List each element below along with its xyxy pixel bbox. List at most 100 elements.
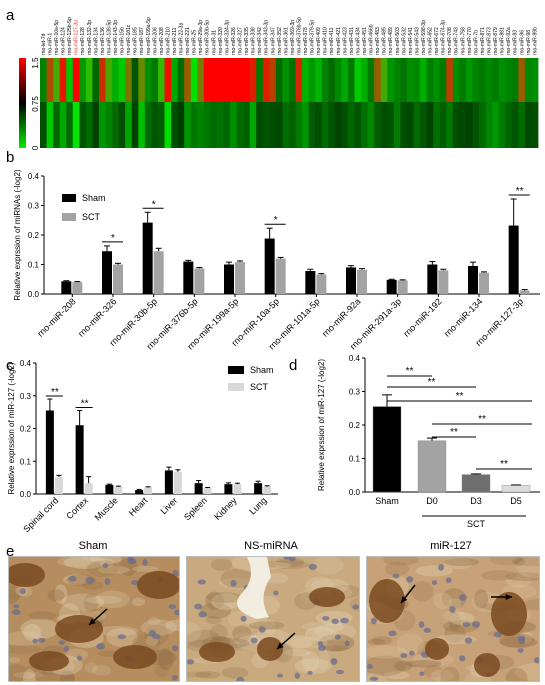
nucleus (400, 652, 408, 659)
heatmap-cell (105, 58, 113, 102)
heatmap-mirna-label: rno-miR-138-5p (106, 20, 112, 55)
heatmap-cell (46, 58, 54, 102)
panel-letters: a b c d e (6, 7, 297, 560)
heatmap-cell (190, 102, 198, 148)
x-tick-label: D0 (426, 496, 438, 506)
tissue-texture (499, 636, 538, 648)
nucleus (334, 634, 341, 640)
heatmap-cell (223, 58, 231, 102)
heatmap-mirna-label: rno-miR-96 (519, 30, 525, 55)
heatmap-mirna-label: rno-miR-758 (460, 27, 466, 55)
heatmap-mirna-label: rno-miR-99b (532, 27, 538, 55)
heatmap-cell (465, 58, 473, 102)
group-label: SCT (467, 519, 486, 529)
heatmap-cell (367, 58, 375, 102)
tissue-texture (225, 643, 265, 651)
y-tick-label: 0.2 (20, 425, 32, 434)
arrow-icon (505, 593, 512, 601)
heatmap-mirna-label: rno-miR-29a-3p (198, 20, 204, 55)
heatmap-mirna-label: rno-miR-1 (47, 33, 53, 55)
x-tick-label: rno-miR-92a (320, 296, 362, 338)
bar-sham (224, 264, 234, 294)
heatmap-cell (406, 58, 414, 102)
heatmap-cell (374, 102, 382, 148)
tissue-texture (512, 557, 526, 566)
heatmap-mirna-label: rno-miR-343-3p (264, 20, 270, 55)
heatmap-cell (177, 58, 185, 102)
tissue-texture (367, 655, 406, 677)
tissue-texture (301, 621, 345, 633)
heatmap-cell (40, 58, 47, 102)
heatmap-cell (341, 58, 349, 102)
heatmap-mirna-label: rno-miR-125b-5p (67, 17, 73, 55)
heatmap-cell (328, 58, 336, 102)
heatmap-cell (433, 102, 441, 148)
tissue-texture (97, 625, 139, 637)
heatmap-cell (203, 58, 211, 102)
tissue-texture (304, 626, 337, 642)
nucleus (194, 603, 203, 610)
nucleus (283, 557, 293, 560)
x-tick-label: Muscle (93, 495, 120, 522)
heatmap-mirna-label: rno-miR-352 (277, 27, 283, 55)
heatmap-cell (465, 102, 473, 148)
x-tick-label: Cortex (64, 495, 90, 521)
bar-d5 (501, 485, 531, 493)
heatmap-mirna-label: rno-miR-543 (414, 27, 420, 55)
heatmap-mirna-label: rno-miR-879 (493, 27, 499, 55)
heatmap-cell (295, 102, 303, 148)
comparison-label: ** (428, 377, 436, 388)
heatmap-mirna-label: rno-miR-376b-5p (296, 17, 302, 55)
heatmap-cell (452, 58, 460, 102)
y-tick-label: 0.1 (20, 457, 32, 466)
bar-sham (194, 483, 203, 494)
tissue-texture (294, 658, 332, 674)
heatmap-cell (40, 102, 47, 148)
bar-sct (263, 486, 272, 494)
bar-sham (45, 410, 54, 494)
heatmap-mirna-label: rno-miR-466b (369, 24, 375, 55)
nucleus (367, 664, 373, 669)
nucleus (294, 672, 301, 679)
bar-sct (438, 270, 449, 294)
legend-swatch-sct (62, 213, 76, 221)
nucleus (76, 655, 83, 661)
nucleus (438, 564, 445, 571)
heatmap-cell (275, 58, 283, 102)
heatmap-mirna-label: rno-miR-378 (303, 27, 309, 55)
tissue-texture (91, 665, 112, 676)
nucleus (236, 676, 245, 681)
x-tick-label: rno-miR-208 (35, 296, 77, 338)
heatmap-scale-tick: 0.75 (31, 96, 40, 112)
heatmap-mirna-label: rno-miR-22-3p (179, 23, 185, 55)
heatmap-cell (236, 102, 244, 148)
nucleus (12, 604, 20, 609)
heatmap-cell (85, 102, 93, 148)
tissue-texture (187, 671, 213, 678)
significance-label: ** (516, 186, 524, 197)
nucleus (32, 638, 38, 644)
stained-neuron (309, 587, 345, 607)
stained-neuron (9, 563, 45, 587)
bar-sham (135, 490, 144, 494)
nucleus (317, 644, 326, 652)
bar-sham (468, 265, 478, 294)
nucleus (307, 670, 313, 675)
heatmap-cell (282, 58, 290, 102)
comparison-label: ** (450, 427, 458, 438)
heatmap-scale-tick: 0 (31, 145, 40, 150)
significance-label: ** (81, 398, 89, 409)
heatmap-mirna-label: rno-miR-181c (126, 24, 132, 55)
heatmap-cell (53, 102, 61, 148)
y-tick-label: 0.3 (349, 388, 361, 397)
bar-sham (264, 238, 275, 294)
tissue-texture (84, 662, 98, 674)
legend-swatch-sham (228, 366, 244, 374)
arrow-icon (401, 596, 408, 603)
nucleus (148, 629, 157, 637)
heatmap-cell (184, 102, 192, 148)
tissue-texture (84, 593, 99, 613)
nucleus (127, 558, 137, 565)
arrow-icon (89, 618, 96, 625)
nucleus (517, 648, 524, 653)
